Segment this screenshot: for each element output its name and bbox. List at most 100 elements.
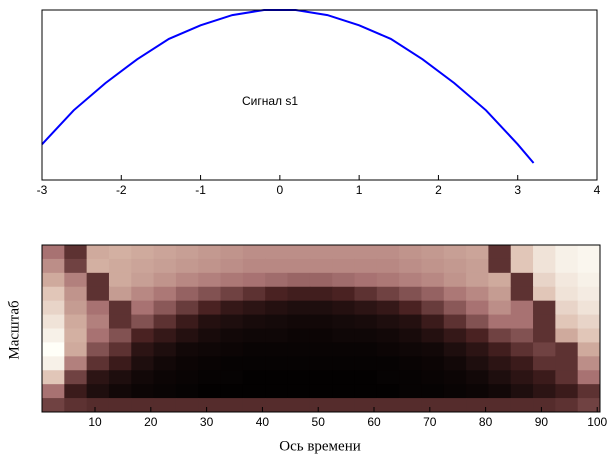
- heatmap-cell: [220, 342, 244, 357]
- heatmap-cell: [153, 398, 177, 413]
- heatmap-cell: [242, 398, 266, 413]
- heatmap-cell: [488, 384, 512, 399]
- heatmap-cell: [399, 342, 422, 357]
- heatmap-cell: [265, 286, 289, 302]
- heatmap-cell: [198, 314, 222, 329]
- heatmap-cell: [175, 398, 199, 413]
- heatmap-cell: [198, 286, 222, 302]
- heatmap-cell: [242, 384, 266, 399]
- heatmap-cell: [265, 245, 289, 260]
- heatmap-cell: [175, 328, 199, 343]
- x-tick-label: 4: [594, 183, 601, 197]
- heatmap-cell: [443, 272, 467, 288]
- heatmap-cell: [488, 398, 512, 413]
- x-axis-label: Ось времени: [279, 438, 361, 454]
- heatmap-cell: [108, 314, 132, 329]
- heatmap-cell: [242, 342, 266, 357]
- heatmap-cell: [332, 300, 355, 316]
- heatmap-cell: [466, 328, 489, 343]
- heatmap-cell: [354, 370, 378, 385]
- heatmap-cell: [131, 398, 155, 413]
- heatmap-cell: [42, 370, 65, 385]
- heatmap-cell: [533, 314, 556, 329]
- heatmap-cell: [399, 245, 422, 260]
- heatmap-cell: [86, 314, 110, 329]
- heatmap-cell: [443, 245, 467, 260]
- heatmap-cell: [153, 286, 177, 302]
- heatmap-cell: [86, 384, 110, 399]
- heatmap-cell: [443, 370, 467, 385]
- heatmap-cell: [265, 314, 289, 329]
- heatmap-cell: [131, 356, 155, 371]
- heatmap-cell: [488, 356, 512, 371]
- heatmap-cell: [376, 370, 400, 385]
- heatmap-cell: [488, 342, 512, 357]
- heatmap-cell: [443, 398, 467, 413]
- heatmap-cell: [332, 272, 355, 288]
- heatmap-cell: [108, 258, 132, 274]
- heatmap-cell: [64, 300, 88, 316]
- heatmap-cell: [64, 370, 88, 385]
- heatmap-cell: [577, 314, 601, 329]
- heatmap-cell: [287, 370, 311, 385]
- heatmap-cell: [488, 258, 512, 274]
- heatmap-cell: [376, 272, 400, 288]
- heatmap-cell: [86, 258, 110, 274]
- heatmap-cell: [220, 356, 244, 371]
- heatmap-cell: [131, 258, 155, 274]
- heatmap-cell: [309, 314, 333, 329]
- heatmap-cell: [86, 286, 110, 302]
- x-tick-label: 3: [514, 183, 521, 197]
- heatmap-cell: [376, 398, 400, 413]
- heatmap-cell: [399, 314, 422, 329]
- heatmap-cell: [64, 398, 88, 413]
- heatmap-cell: [64, 258, 88, 274]
- heatmap-cell: [242, 258, 266, 274]
- heatmap-cell: [42, 258, 65, 274]
- heatmap-cell: [175, 370, 199, 385]
- heatmap-cell: [309, 245, 333, 260]
- heatmap-cell: [309, 300, 333, 316]
- x-tick-label: -2: [116, 183, 127, 197]
- heatmap-cell: [108, 384, 132, 399]
- heatmap-cell: [265, 384, 289, 399]
- heatmap-cell: [533, 245, 556, 260]
- heatmap-cell: [354, 258, 378, 274]
- heatmap-cell: [175, 245, 199, 260]
- heatmap-cell: [466, 245, 489, 260]
- heatmap-cell: [332, 314, 355, 329]
- heatmap-cell: [466, 342, 489, 357]
- heatmap-cell: [533, 272, 556, 288]
- heatmap-cell: [354, 328, 378, 343]
- heatmap-cell: [488, 328, 512, 343]
- heatmap-cell: [533, 342, 556, 357]
- heatmap-cell: [153, 300, 177, 316]
- heatmap-cell: [220, 328, 244, 343]
- heatmap-cell: [309, 356, 333, 371]
- heatmap-cell: [242, 356, 266, 371]
- heatmap-cell: [376, 342, 400, 357]
- x-tick-label: 30: [200, 415, 214, 429]
- heatmap-cell: [42, 384, 65, 399]
- heatmap-cell: [175, 342, 199, 357]
- heatmap-cell: [86, 300, 110, 316]
- x-tick-label: 10: [88, 415, 102, 429]
- heatmap-cell: [332, 286, 355, 302]
- heatmap-cell: [309, 384, 333, 399]
- heatmap-cell: [309, 398, 333, 413]
- heatmap-cell: [332, 398, 355, 413]
- heatmap-cell: [510, 398, 534, 413]
- heatmap-cell: [555, 286, 579, 302]
- heatmap-cell: [287, 300, 311, 316]
- heatmap-cell: [332, 370, 355, 385]
- axes-box: [41, 9, 598, 181]
- heatmap-cell: [332, 342, 355, 357]
- heatmap-cell: [153, 272, 177, 288]
- heatmap-cell: [108, 272, 132, 288]
- heatmap-cell: [510, 384, 534, 399]
- heatmap-cell: [488, 314, 512, 329]
- heatmap-cell: [376, 286, 400, 302]
- heatmap-cell: [466, 272, 489, 288]
- heatmap-cell: [488, 286, 512, 302]
- heatmap-cell: [354, 300, 378, 316]
